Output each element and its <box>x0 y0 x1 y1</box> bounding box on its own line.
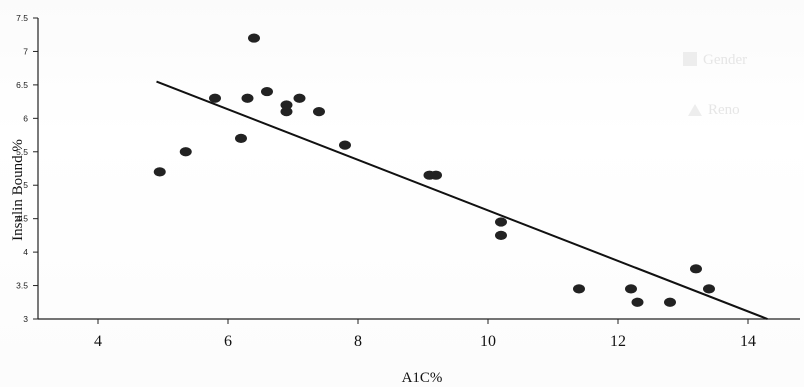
data-point <box>703 284 715 294</box>
data-point <box>495 230 507 240</box>
data-point <box>179 147 192 157</box>
data-point <box>293 93 306 103</box>
ghost-legend-triangle-icon <box>688 104 702 116</box>
y-tick-label: 5 <box>23 180 28 190</box>
data-point <box>664 297 676 307</box>
trendline-group <box>156 80 768 320</box>
data-point <box>430 170 442 180</box>
data-point <box>573 284 585 294</box>
y-tick-label: 7 <box>23 46 28 56</box>
data-point <box>153 167 166 177</box>
ghost-legend-square-icon <box>683 52 697 66</box>
x-tick-label: 6 <box>224 333 232 350</box>
data-point <box>495 217 507 227</box>
y-tick-label: 3.5 <box>16 281 28 291</box>
data-point <box>339 140 351 150</box>
x-tick-label: 8 <box>354 333 362 350</box>
data-point <box>313 107 325 117</box>
data-point <box>625 284 637 294</box>
ghost-legend: Gender Reno <box>683 52 747 118</box>
x-tick-label: 14 <box>740 333 756 350</box>
y-tick-label: 6.5 <box>16 80 28 90</box>
y-ticks: 3 3.5 4 4.5 5 5.5 6 6.5 7 7.5 <box>16 13 38 324</box>
x-axis-label: A1C% <box>402 370 443 386</box>
y-tick-label: 4 <box>23 247 28 257</box>
y-tick-label: 3 <box>23 314 28 324</box>
ghost-legend-item-1: Gender <box>703 52 747 68</box>
y-tick-label: 6 <box>23 113 28 123</box>
trendline <box>156 80 768 320</box>
y-axis-label: Insulin Bound % <box>10 139 26 241</box>
data-point <box>248 33 260 43</box>
y-tick-label: 4.5 <box>16 214 28 224</box>
data-point <box>631 297 644 307</box>
x-ticks: 4 6 8 10 12 14 <box>94 319 756 350</box>
data-point <box>690 264 702 274</box>
x-tick-label: 12 <box>610 333 626 350</box>
ghost-legend-item-2: Reno <box>708 102 740 118</box>
data-point <box>261 86 273 97</box>
x-tick-label: 4 <box>94 333 102 350</box>
points-group <box>153 33 715 307</box>
data-point <box>280 107 293 117</box>
y-tick-label: 7.5 <box>16 13 28 23</box>
data-point <box>241 93 254 103</box>
data-point <box>209 93 221 103</box>
x-tick-label: 10 <box>480 333 496 350</box>
data-point <box>280 100 293 110</box>
data-point <box>235 133 247 143</box>
y-tick-label: 5.5 <box>16 147 28 157</box>
